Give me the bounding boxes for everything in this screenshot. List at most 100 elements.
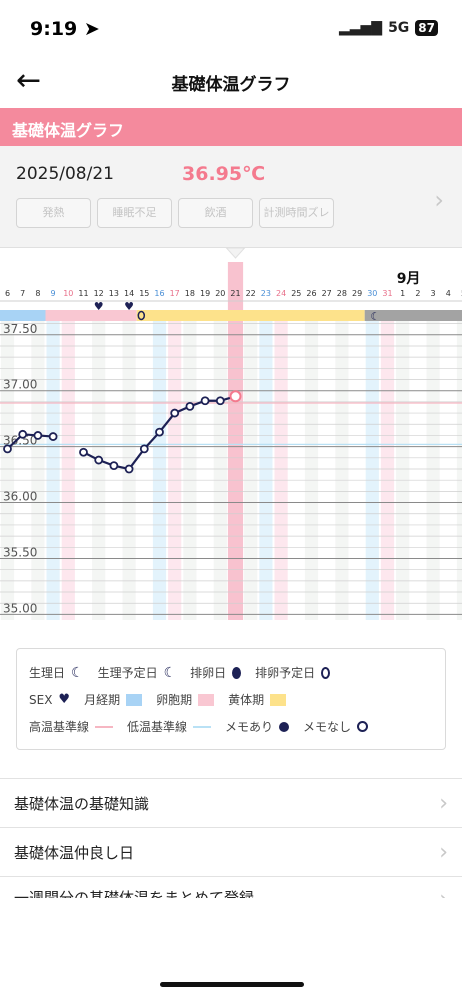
day-label-27: 27 [322,289,332,298]
menu-item-intimacy-days[interactable]: 基礎体温仲良し日 › [0,827,462,876]
menu-item-bbt-basics[interactable]: 基礎体温の基礎知識 › [0,778,462,827]
day-label-24: 24 [276,289,286,298]
day-column-8 [31,310,45,620]
status-indicators: ▂▃▅▇ 5G 87 [339,20,438,36]
day-column-30 [365,310,379,620]
day-column-17 [168,310,182,620]
legend-high-line: 高温基準線 [29,718,114,735]
legend-label: 排卵日 [190,666,227,680]
day-label-20: 20 [215,289,225,298]
moon-filled-icon: ☾ [71,664,84,681]
tag-time-shift[interactable]: 計測時間ズレ [259,198,334,228]
temperature-point [94,455,104,465]
condition-tags: 発熱 睡眠不足 飲酒 計測時間ズレ [16,198,334,228]
legend-sex: SEX ♥ [29,693,70,707]
bbt-chart[interactable]: 9月 6 7 8 9 10 11 12 13 14 15 16 17 18 19 20 21 22 23 24 25 26… [0,248,462,628]
temperature-point [109,461,119,471]
y-tick-label: 35.00 [3,601,37,615]
location-arrow-icon: ➤ [83,18,100,40]
day-label-15: 15 [139,289,149,298]
day-label-25: 25 [291,289,301,298]
battery-icon: 87 [415,20,438,36]
menu-label: 一週間分の基礎体温をまとめて登録 [14,889,255,898]
legend-label: 高温基準線 [29,720,90,734]
temperature-point [124,464,134,474]
phase-bar-predicted [364,310,462,321]
period-predicted-icon: ☾ [370,310,380,323]
temperature-point [215,396,225,406]
day-column-16 [152,310,167,620]
legend-period: 生理日 ☾ [29,664,84,681]
day-label-18: 18 [185,289,195,298]
day-label-4: 4 [446,289,451,298]
legend-row-3: 高温基準線 低温基準線 メモあり メモなし [29,713,433,740]
day-label-30: 30 [367,289,377,298]
day-label-23: 23 [261,289,271,298]
phase-bar-follicular [45,310,137,321]
day-column-9 [46,310,60,620]
day-label-12: 12 [94,289,104,298]
temperature-point [139,444,149,454]
day-column-12 [92,310,106,620]
day-label-19: 19 [200,289,210,298]
status-time: 9:19 ➤ [30,18,100,40]
section-header: 基礎体温グラフ [0,108,462,146]
day-detail-panel[interactable]: 2025/08/21 36.95℃ 発熱 睡眠不足 飲酒 計測時間ズレ › [0,146,462,248]
day-label-14: 14 [124,289,134,298]
temperature-point [18,429,28,439]
selection-pointer [225,248,246,259]
phase-bar-menstruation [0,310,46,321]
temperature-point [185,401,195,411]
menstruation-swatch [126,693,143,706]
day-label-2: 2 [415,289,420,298]
legend-period-predicted: 生理予定日 ☾ [98,664,177,681]
temperature-point [155,427,164,437]
legend-ovulation-predicted: 排卵予定日 [255,664,331,681]
day-column-3 [426,310,440,620]
temperature-line [6,433,54,450]
legend-label: 低温基準線 [127,720,188,734]
chevron-right-icon[interactable]: › [434,186,444,214]
network-label: 5G [388,20,410,36]
chart-legend: 生理日 ☾ 生理予定日 ☾ 排卵日 排卵予定日 SEX ♥ 月経期 卵胞期 黄体期 高… [16,648,446,750]
menu-label: 基礎体温の基礎知識 [14,794,150,813]
legend-no-memo: メモなし [303,718,369,735]
day-label-17: 17 [170,289,180,298]
legend-ovulation: 排卵日 [190,664,242,681]
page-title: 基礎体温グラフ [171,75,291,95]
legend-label: 月経期 [84,693,121,707]
bbt-chart-svg[interactable]: 9月6 7 8 9 10 11 12 13 14 15 16 17 18 19 20 21 22 23 24 25 26… [0,248,462,628]
day-label-22: 22 [246,289,256,298]
info-menu: 基礎体温の基礎知識 › 基礎体温仲良し日 › 一週間分の基礎体温をまとめて登録 … [0,778,462,898]
tag-fever[interactable]: 発熱 [16,198,91,228]
tag-lack-of-sleep[interactable]: 睡眠不足 [97,198,172,228]
menu-item-weekly-register[interactable]: 一週間分の基礎体温をまとめて登録 › [0,876,462,898]
legend-low-line: 低温基準線 [127,718,212,735]
ovulation-outline-icon [321,666,331,679]
sex-heart-icon: ♥ [94,300,104,313]
y-tick-label: 37.50 [3,322,37,336]
tag-drinking[interactable]: 飲酒 [178,198,253,228]
status-bar: 9:19 ➤ ▂▃▅▇ 5G 87 [0,0,462,58]
legend-label: 卵胞期 [156,693,193,707]
temperature-point [79,447,88,457]
day-column-5 [456,310,462,620]
follicular-swatch [198,693,215,706]
day-label-31: 31 [382,289,392,298]
day-label-6: 6 [5,289,10,298]
low-line-swatch [193,725,212,728]
day-column-10 [61,310,75,620]
day-label-26: 26 [306,289,316,298]
day-label-28: 28 [337,289,347,298]
day-label-10: 10 [63,289,73,298]
sex-heart-icon: ♥ [124,300,134,313]
back-button[interactable]: ← [16,66,41,96]
day-label-13: 13 [109,289,119,298]
selected-temperature-point [229,390,242,403]
selected-temperature: 36.95℃ [182,163,266,185]
day-column-22 [244,310,258,620]
day-column-28 [335,310,349,620]
day-column-1 [396,310,410,620]
month-label: 9月 [397,271,421,287]
day-label-8: 8 [35,289,40,298]
